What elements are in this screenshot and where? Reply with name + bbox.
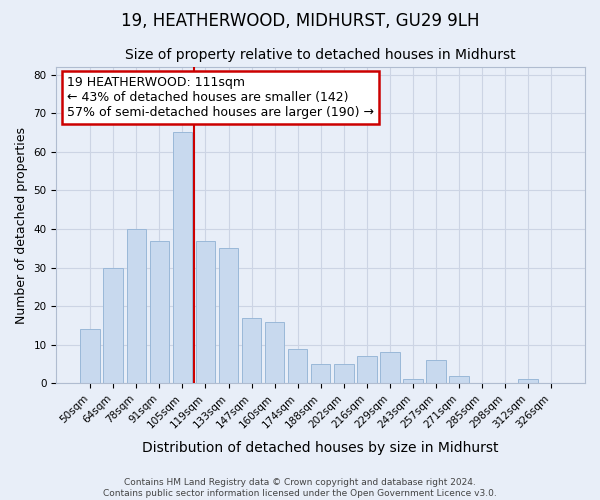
Text: Contains HM Land Registry data © Crown copyright and database right 2024.
Contai: Contains HM Land Registry data © Crown c…: [103, 478, 497, 498]
X-axis label: Distribution of detached houses by size in Midhurst: Distribution of detached houses by size …: [142, 441, 499, 455]
Y-axis label: Number of detached properties: Number of detached properties: [15, 126, 28, 324]
Bar: [80, 330, 100, 384]
Bar: [403, 380, 422, 384]
Bar: [518, 380, 538, 384]
Bar: [288, 348, 307, 384]
Bar: [311, 364, 331, 384]
Text: 19 HEATHERWOOD: 111sqm
← 43% of detached houses are smaller (142)
57% of semi-de: 19 HEATHERWOOD: 111sqm ← 43% of detached…: [67, 76, 374, 120]
Bar: [242, 318, 262, 384]
Text: 19, HEATHERWOOD, MIDHURST, GU29 9LH: 19, HEATHERWOOD, MIDHURST, GU29 9LH: [121, 12, 479, 30]
Bar: [127, 229, 146, 384]
Bar: [449, 376, 469, 384]
Bar: [219, 248, 238, 384]
Title: Size of property relative to detached houses in Midhurst: Size of property relative to detached ho…: [125, 48, 516, 62]
Bar: [173, 132, 192, 384]
Bar: [103, 268, 123, 384]
Bar: [380, 352, 400, 384]
Bar: [426, 360, 446, 384]
Bar: [357, 356, 377, 384]
Bar: [149, 240, 169, 384]
Bar: [265, 322, 284, 384]
Bar: [334, 364, 353, 384]
Bar: [196, 240, 215, 384]
